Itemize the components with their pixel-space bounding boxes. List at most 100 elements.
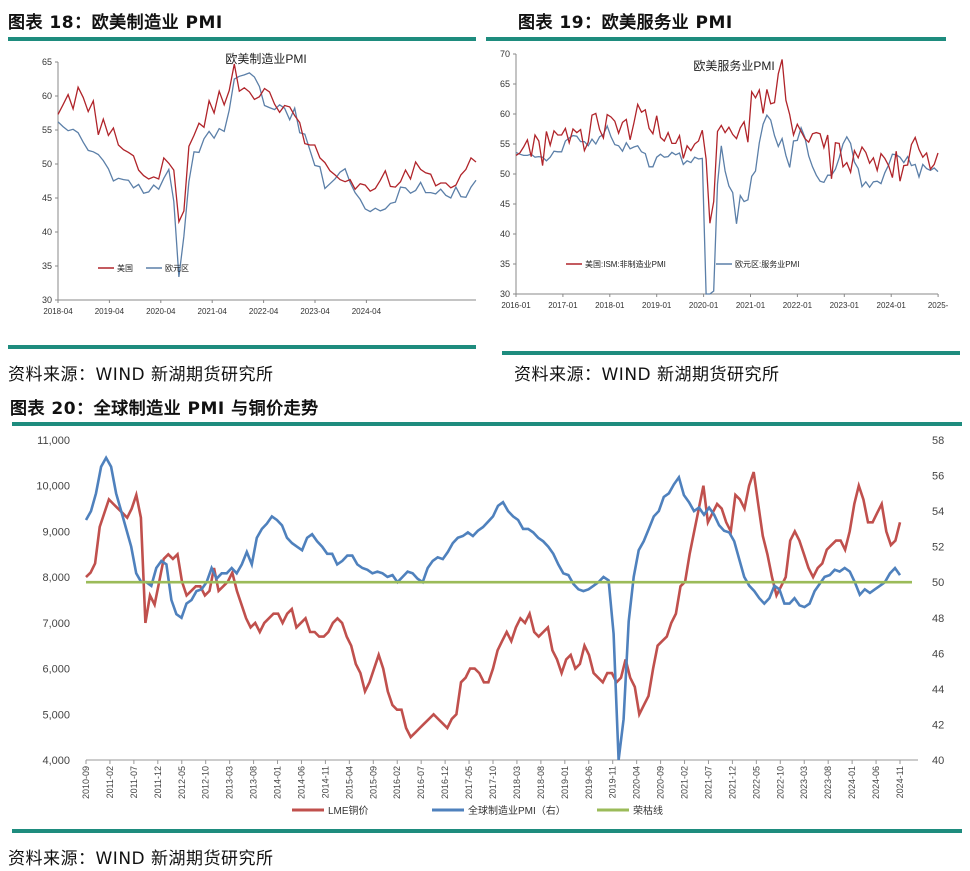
- y-tick-label: 50: [500, 169, 510, 179]
- x-tick-label: 2016-07: [416, 766, 426, 799]
- x-tick-label: 2019-06: [584, 766, 594, 799]
- x-tick-label: 2014-11: [320, 766, 330, 798]
- x-tick-label: 2022-01: [783, 301, 813, 310]
- x-tick-label: 2018-01: [595, 301, 625, 310]
- figure20-chart: 4,000 5,000 6,000 7,000 8,000 9,000 10,000 11,0…: [12, 428, 962, 823]
- figure20-title: 图表 20：全球制造业 PMI 与铜价走势: [10, 399, 319, 419]
- figure19-svg: 30 35 40 45 50 55 60 65 70 2016-01 2017-01 2018-01 2…: [500, 49, 949, 310]
- right-tick-label: 48: [932, 613, 944, 625]
- left-tick-label: 6,000: [42, 664, 70, 676]
- x-tick-label: 2024-06: [871, 766, 881, 799]
- right-tick-label: 42: [932, 719, 944, 731]
- right-tick-label: 54: [932, 506, 944, 518]
- figure19-source: 资料来源：WIND 新湖期货研究所: [514, 365, 780, 385]
- series-line-global-pmi: [84, 455, 902, 761]
- x-tick-label: 2013-08: [249, 766, 259, 799]
- series-line-1: [515, 113, 939, 295]
- right-tick-label: 58: [932, 435, 944, 447]
- x-tick-label: 2020-01: [689, 301, 719, 310]
- y-tick-label: 55: [42, 125, 52, 135]
- right-tick-label: 44: [932, 684, 944, 696]
- x-tick-label: 2014-06: [296, 766, 306, 799]
- x-tick-label: 2016-12: [440, 766, 450, 799]
- x-tick-label: 2011-12: [153, 766, 163, 798]
- x-tick-label: 2010-09: [81, 766, 91, 799]
- x-tick-label: 2018-04: [43, 307, 73, 316]
- x-tick-label: 2024-01: [877, 301, 907, 310]
- figure19-title: 图表 19：欧美服务业 PMI: [518, 13, 733, 33]
- legend-label-0: 美国:ISM:非制造业PMI: [585, 259, 666, 269]
- left-tick-label: 10,000: [36, 481, 70, 493]
- y-tick-label: 70: [500, 49, 510, 59]
- x-tick-label: 2024-01: [847, 766, 857, 799]
- x-tick-label: 2021-04: [198, 307, 228, 316]
- x-tick-label: 2021-12: [727, 766, 737, 799]
- legend-label-0: 美国: [117, 263, 133, 273]
- series-line-1: [57, 72, 477, 277]
- left-tick-label: 5,000: [42, 709, 70, 721]
- y-tick-label: 65: [500, 79, 510, 89]
- x-tick-label: 2020-09: [656, 766, 666, 799]
- figure20-svg: 4,000 5,000 6,000 7,000 8,000 9,000 10,000 11,0…: [36, 435, 944, 817]
- y-tick-label: 30: [42, 295, 52, 305]
- x-tick-label: 2023-03: [799, 766, 809, 799]
- x-tick-label: 2017-10: [488, 766, 498, 799]
- figure19-chart: 30 35 40 45 50 55 60 65 70 2016-01 2017-01 2018-01 2…: [486, 42, 956, 332]
- right-tick-label: 52: [932, 542, 944, 554]
- figure19-bottom-rule: [502, 351, 960, 355]
- y-tick-label: 55: [500, 139, 510, 149]
- left-tick-label: 8,000: [42, 572, 70, 584]
- x-tick-label: 2018-08: [536, 766, 546, 799]
- legend-label-0: LME铜价: [328, 805, 369, 817]
- legend-label-2: 荣枯线: [633, 804, 663, 817]
- figure18-bottom-rule: [8, 345, 476, 349]
- x-tick-label: 2019-01: [642, 301, 672, 310]
- x-tick-label: 2025-: [928, 301, 949, 310]
- y-tick-label: 35: [500, 259, 510, 269]
- y-tick-label: 35: [42, 261, 52, 271]
- y-tick-label: 65: [42, 57, 52, 67]
- x-tick-label: 2016-01: [501, 301, 531, 310]
- x-tick-label: 2018-03: [512, 766, 522, 799]
- x-tick-label: 2011-02: [105, 766, 115, 798]
- legend-label-1: 欧元区: [165, 263, 189, 273]
- y-tick-label: 60: [500, 109, 510, 119]
- figure18-title: 图表 18：欧美制造业 PMI: [8, 13, 223, 33]
- x-tick-label: 2017-05: [464, 766, 474, 799]
- y-tick-label: 60: [42, 91, 52, 101]
- x-tick-label: 2012-05: [177, 766, 187, 799]
- x-tick-label: 2024-11: [895, 766, 905, 798]
- x-tick-label: 2019-04: [95, 307, 125, 316]
- figure20-bottom-rule: [12, 829, 962, 833]
- chart-title: 欧美服务业PMI: [693, 58, 774, 73]
- chart-title: 欧美制造业PMI: [225, 52, 306, 66]
- legend-label-1: 欧元区:服务业PMI: [735, 259, 799, 269]
- figure20-source: 资料来源：WIND 新湖期货研究所: [8, 849, 274, 869]
- figure18-svg: 30 35 40 45 50 55 60 65 2018-04 2019-04 2020-04 202…: [42, 52, 477, 316]
- x-tick-label: 2015-04: [344, 766, 354, 799]
- left-tick-label: 4,000: [42, 755, 70, 767]
- x-tick-label: 2020-04: [146, 307, 176, 316]
- y-tick-label: 45: [500, 199, 510, 209]
- x-tick-label: 2013-03: [225, 766, 235, 799]
- figure20-top-rule: [12, 422, 962, 426]
- y-tick-label: 30: [500, 289, 510, 299]
- right-tick-label: 56: [932, 471, 944, 483]
- y-tick-label: 45: [42, 193, 52, 203]
- x-tick-label: 2015-09: [368, 766, 378, 799]
- figure19-top-rule: [486, 37, 946, 41]
- x-tick-label: 2022-10: [775, 766, 785, 799]
- x-tick-label: 2021-02: [680, 766, 690, 799]
- left-tick-label: 11,000: [37, 435, 70, 447]
- series-line-0: [57, 63, 477, 225]
- figure18-top-rule: [8, 37, 476, 41]
- series-line-0: [515, 59, 939, 224]
- x-tick-label: 2023-04: [300, 307, 330, 316]
- x-tick-label: 2020-04: [632, 766, 642, 799]
- x-tick-label: 2024-04: [352, 307, 382, 316]
- x-tick-label: 2012-10: [201, 766, 211, 799]
- right-tick-label: 40: [932, 755, 944, 767]
- x-tick-label: 2022-05: [751, 766, 761, 799]
- x-tick-label: 2019-01: [560, 766, 570, 799]
- x-tick-label: 2019-11: [608, 766, 618, 798]
